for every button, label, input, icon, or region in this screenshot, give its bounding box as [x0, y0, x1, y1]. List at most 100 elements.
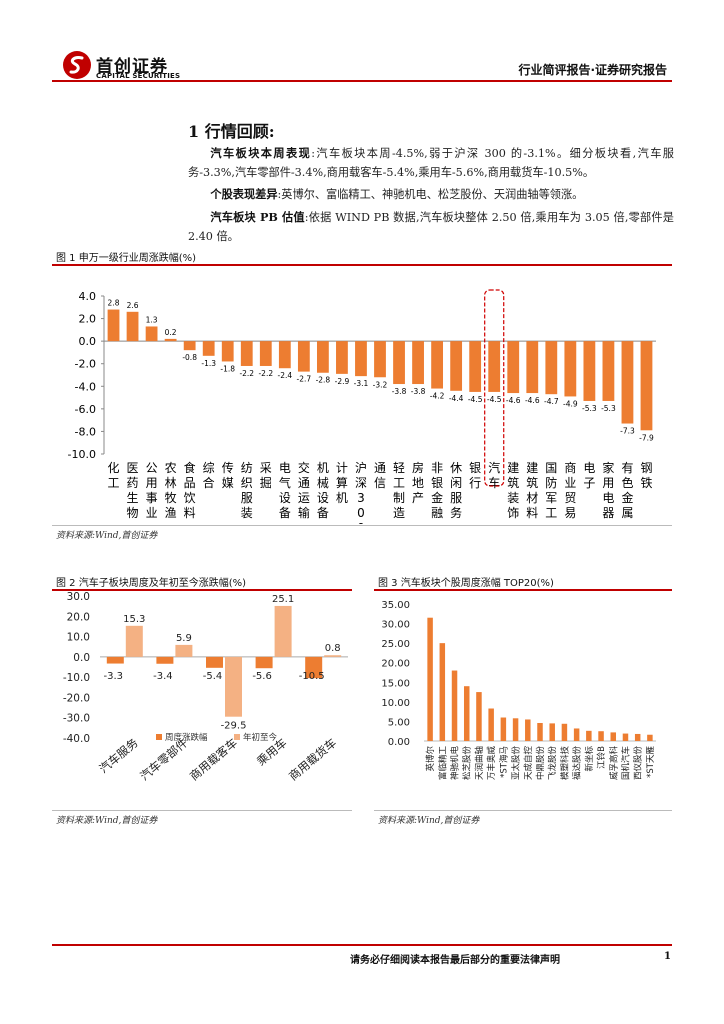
- bar: [393, 341, 405, 385]
- bar: [259, 341, 272, 366]
- data-label: -1.8: [220, 364, 235, 373]
- x-tick-label: 传媒: [222, 460, 234, 490]
- y-tick-label: -6.0: [75, 403, 96, 416]
- paragraph-stock-performance: 个股表现差异:英博尔、富临精工、神驰机电、松芝股份、天润曲轴等领涨。: [188, 185, 674, 204]
- bar: [202, 341, 215, 356]
- bar: [305, 656, 323, 679]
- bar: [507, 341, 520, 394]
- bar: [355, 341, 367, 377]
- x-tick-label: 国机汽车: [620, 746, 631, 780]
- data-label: -3.2: [373, 380, 388, 389]
- bar: [610, 732, 617, 741]
- x-tick-label: 纺织服装: [241, 461, 253, 520]
- y-tick-label: 20.00: [381, 659, 410, 670]
- logo-mark-icon: [63, 51, 91, 79]
- data-label: -5.3: [582, 404, 597, 413]
- bar: [512, 718, 519, 741]
- data-label: -3.8: [411, 387, 426, 396]
- y-tick-label: 20.0: [67, 611, 90, 623]
- x-tick-label: 飞龙股份: [547, 746, 558, 781]
- x-tick-label: *ST海马: [498, 746, 509, 778]
- bar: [336, 341, 348, 374]
- bar: [145, 326, 158, 342]
- bar: [206, 656, 223, 668]
- auto-subsector-change-chart: 30.0 20.0 10.0 0.0 -10.0 -20.0 -30.0 -40.0 -3.3 1…: [63, 592, 348, 783]
- x-tick-label: 国防军工: [545, 461, 557, 520]
- x-tick-label: 有色金属: [621, 461, 633, 520]
- x-tick-label: 亚太股份: [511, 746, 522, 781]
- data-label: -4.4: [449, 394, 464, 403]
- paragraph-lead: 汽车板块 PB 估值: [210, 210, 305, 224]
- bar: [427, 617, 433, 741]
- bar: [564, 341, 577, 397]
- data-label: -5.6: [252, 671, 272, 682]
- data-label: -29.5: [221, 721, 247, 732]
- y-tick-label: -40.0: [63, 733, 90, 745]
- data-label: -7.9: [639, 433, 654, 442]
- paragraph-body: :英博尔、富临精工、神驰机电、松芝股份、天润曲轴等领涨。: [277, 188, 584, 201]
- x-tick-label: 西仪股份: [633, 746, 644, 781]
- y-tick-label: 10.00: [381, 698, 410, 709]
- bar: [525, 719, 531, 741]
- report-type-title: 行业简评报告·证券研究报告: [518, 63, 667, 77]
- x-tick-label: 计算机: [336, 461, 348, 505]
- legend-label: 周度涨跌幅: [165, 732, 208, 743]
- bar: [573, 728, 580, 741]
- bar: [374, 341, 386, 378]
- x-tick-label: 交通运输: [298, 460, 310, 520]
- bar: [183, 341, 196, 351]
- bar: [598, 731, 604, 741]
- bar: [500, 717, 507, 741]
- y-tick-label: 30.0: [67, 592, 90, 603]
- paragraph-body: :依据 WIND PB 数据,汽车板块整体 2.50 倍,乘用车为 3.05 倍…: [188, 211, 674, 243]
- data-label: -4.5: [468, 395, 483, 404]
- footer-divider: [52, 944, 672, 946]
- x-tick-label: 采掘: [260, 461, 272, 490]
- x-tick-label: 中鼎股份: [535, 746, 546, 781]
- data-label: -4.6: [525, 396, 540, 405]
- x-tick-label: 福达股份: [572, 746, 583, 781]
- data-label: -2.2: [258, 369, 273, 378]
- y-tick-label: -2.0: [75, 358, 96, 371]
- y-tick-label: 2.0: [79, 313, 97, 326]
- data-label: 0.2: [165, 328, 177, 337]
- data-label: 15.3: [123, 614, 145, 625]
- logo-text-cn: 首创证券: [96, 57, 168, 77]
- x-tick-label: 新坐标: [584, 746, 595, 772]
- bar: [583, 341, 596, 401]
- x-tick-label: 威孚高科: [608, 746, 619, 781]
- y-tick-label: 35.00: [381, 600, 410, 611]
- page-number: 1: [664, 951, 671, 962]
- x-tick-label: 机械设备: [317, 461, 329, 520]
- data-label: -7.3: [620, 427, 635, 436]
- x-tick-label: 建筑材料: [526, 461, 538, 520]
- figure-1-rule: [52, 264, 672, 266]
- x-tick-label: 万丰奥威: [486, 746, 497, 781]
- bar: [549, 723, 555, 741]
- y-tick-label: 30.00: [381, 620, 410, 631]
- x-tick-label: 模塑科技: [559, 746, 570, 781]
- legend-label: 年初至今: [243, 732, 278, 743]
- figure-1-title: 图 1 申万一级行业周涨跌幅(%): [56, 253, 197, 264]
- bar: [175, 644, 193, 657]
- data-label: 25.1: [272, 594, 294, 605]
- bar: [297, 341, 310, 372]
- x-tick-label: 天成自控: [523, 746, 534, 781]
- bar: [561, 723, 568, 741]
- bar: [621, 341, 634, 424]
- x-tick-label: 化工: [108, 461, 120, 490]
- bar: [221, 341, 234, 362]
- x-tick-label: 房地产: [412, 460, 424, 505]
- x-tick-label: 英博尔: [425, 746, 436, 772]
- bar: [526, 341, 539, 394]
- data-label: -4.9: [563, 399, 578, 408]
- bar: [463, 686, 470, 741]
- data-label: -3.4: [153, 671, 173, 682]
- x-tick-label: 江铃B: [596, 746, 607, 769]
- x-tick-label: 富临精工: [437, 746, 448, 781]
- figure-3-source: 资料来源:Wind,首创证券: [378, 816, 480, 826]
- data-label: 1.3: [146, 315, 158, 324]
- data-label: 0.8: [325, 643, 341, 654]
- bar: [316, 341, 329, 373]
